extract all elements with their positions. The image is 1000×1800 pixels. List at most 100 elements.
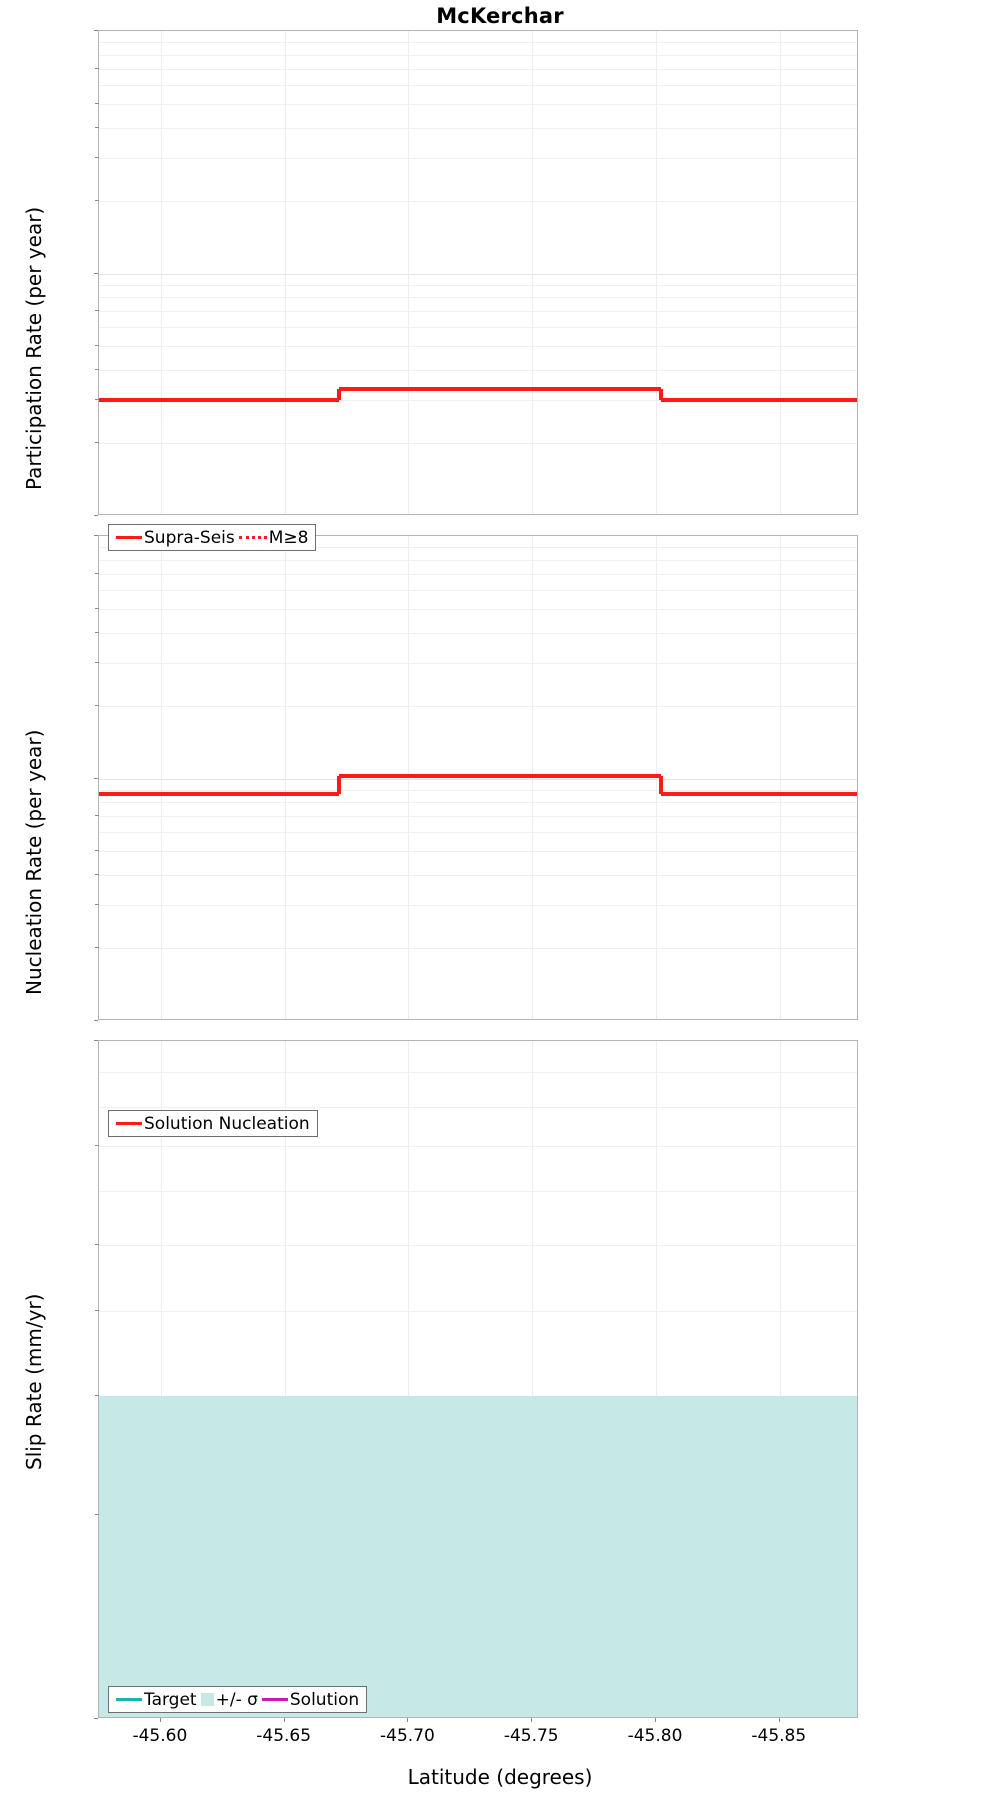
gridline-vertical (779, 31, 781, 514)
gridline-minor (99, 400, 857, 402)
y-tick-mark (95, 661, 99, 663)
gridline-vertical (284, 31, 286, 514)
data-step-riser (658, 388, 663, 401)
gridline-vertical (160, 536, 162, 1019)
panel-3-y-axis-title: Slip Rate (mm/yr) (22, 1293, 46, 1470)
data-step-segment (339, 386, 661, 391)
y-tick-mark (95, 199, 99, 201)
x-tick-label: -45.65 (256, 1726, 312, 1746)
panel-2-legend[interactable]: Solution Nucleation (108, 1110, 318, 1137)
line-solid-icon (116, 536, 142, 539)
legend-label-solution-nucleation: Solution Nucleation (144, 1113, 310, 1134)
x-tick-label: -45.60 (132, 1726, 188, 1746)
y-tick-mark (95, 442, 99, 443)
y-tick-mark (95, 1394, 99, 1396)
legend-entry-m8[interactable]: M≥8 (237, 528, 311, 548)
gridline-vertical (284, 1041, 286, 1717)
panel-slip-rate (98, 1040, 858, 1718)
gridline-minor (99, 789, 857, 791)
legend-entry-sigma[interactable]: +/- σ (199, 1690, 260, 1710)
gridline-major (99, 273, 857, 275)
gridline-minor (99, 1191, 857, 1193)
panel-1-plot-area[interactable] (98, 30, 858, 515)
y-tick-mark (95, 947, 99, 948)
gridline-minor (99, 157, 857, 159)
gridline-minor (99, 200, 857, 202)
x-tick-mark (531, 1718, 533, 1722)
gridline-minor (99, 327, 857, 329)
legend-entry-solution-nucleation[interactable]: Solution Nucleation (114, 1114, 312, 1134)
legend-label-m8: M≥8 (268, 527, 309, 548)
gridline-minor (99, 103, 857, 105)
gridline-minor (99, 311, 857, 313)
x-tick-mark (778, 1718, 780, 1722)
gridline-minor (99, 54, 857, 56)
gridline-vertical (284, 536, 286, 1019)
y-tick-mark (95, 369, 99, 370)
gridline-minor (99, 608, 857, 610)
gridline-minor (99, 816, 857, 818)
legend-label-supra-seis: Supra-Seis (144, 527, 235, 548)
gridline-minor (99, 1146, 857, 1148)
panel-3-plot-area[interactable] (98, 1040, 858, 1718)
gridline-minor (99, 559, 857, 561)
y-tick-mark (95, 310, 99, 312)
legend-label-target: Target (144, 1689, 197, 1710)
legend-entry-supra-seis[interactable]: Supra-Seis (114, 528, 237, 548)
gridline-vertical (532, 31, 534, 514)
gridline-minor (99, 662, 857, 664)
legend-entry-target[interactable]: Target (114, 1690, 199, 1710)
gridline-minor (99, 851, 857, 853)
gridline-minor (99, 346, 857, 348)
gridline-vertical (408, 1041, 410, 1717)
gridline-minor (99, 632, 857, 634)
gridline-minor (99, 68, 857, 70)
y-tick-mark (95, 1244, 99, 1246)
y-tick-mark (95, 850, 99, 852)
x-tick-label: -45.85 (751, 1726, 807, 1746)
gridline-minor (99, 127, 857, 129)
y-tick-mark (95, 607, 99, 609)
y-tick-mark (95, 399, 99, 401)
x-axis-title: Latitude (degrees) (407, 1765, 593, 1789)
x-tick-mark (655, 1718, 656, 1722)
panel-1-legend[interactable]: Supra-Seis M≥8 (108, 524, 317, 551)
y-tick-mark (95, 572, 99, 574)
gridline-vertical (160, 1041, 162, 1717)
data-step-riser (337, 388, 342, 401)
y-tick-mark (95, 904, 99, 906)
gridline-minor (99, 705, 857, 707)
x-tick-label: -45.75 (503, 1726, 559, 1746)
y-tick-mark (95, 874, 99, 875)
y-tick-mark (94, 535, 98, 536)
y-tick-mark (95, 156, 99, 158)
y-tick-mark (95, 631, 99, 633)
y-tick-mark (95, 1513, 99, 1515)
line-dotted-icon (238, 536, 267, 539)
gridline-minor (99, 297, 857, 298)
gridline-minor (99, 443, 857, 444)
panel-3-legend[interactable]: Target +/- σ Solution (108, 1686, 368, 1713)
y-tick-mark (95, 1309, 99, 1311)
gridline-vertical (656, 1041, 657, 1717)
gridline-minor (99, 1245, 857, 1247)
gridline-vertical (656, 31, 657, 514)
data-step-segment (99, 398, 340, 403)
y-tick-mark (95, 345, 99, 347)
gridline-minor (99, 875, 857, 876)
gridline-minor (99, 84, 857, 86)
y-tick-mark (95, 815, 99, 817)
gridline-minor (99, 1072, 857, 1074)
legend-entry-solution[interactable]: Solution (260, 1690, 361, 1710)
gridline-minor (99, 589, 857, 591)
data-step-segment (99, 792, 340, 797)
data-step-riser (337, 776, 342, 795)
y-tick-mark (94, 1020, 98, 1021)
gridline-vertical (779, 1041, 781, 1717)
panel-2-plot-area[interactable] (98, 535, 858, 1020)
x-tick-label: -45.80 (627, 1726, 683, 1746)
data-step-segment (660, 398, 857, 403)
panel-participation-rate (98, 30, 858, 515)
x-tick-label: -45.70 (380, 1726, 435, 1746)
panel-nucleation-rate (98, 535, 858, 1020)
